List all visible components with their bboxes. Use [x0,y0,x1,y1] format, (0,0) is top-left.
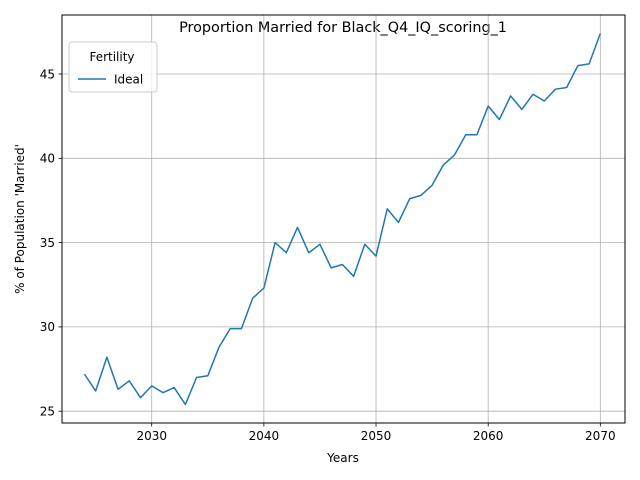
series-group [83,33,602,406]
x-axis-ticks: 2030 2040 2050 2060 2070 [136,423,616,443]
gridlines [62,15,625,423]
x-tick-label: 2040 [249,429,280,443]
y-axis-label: % of Population 'Married' [13,144,27,294]
y-axis-ticks: 25 30 35 40 45 [40,67,62,419]
x-tick-label: 2060 [473,429,504,443]
x-tick-label: 2050 [361,429,392,443]
plot-area-frame [61,14,626,424]
y-tick-label: 35 [40,236,55,250]
y-tick-label: 40 [40,152,55,166]
legend: Fertility Ideal [68,41,158,93]
chart-title: Proportion Married for Black_Q4_IQ_scori… [179,20,507,36]
y-tick-label: 30 [40,320,55,334]
legend-label-ideal: Ideal [114,73,143,87]
y-tick-label: 25 [40,405,55,419]
x-axis-label: Years [326,451,359,465]
x-tick-label: 2070 [585,429,616,443]
x-tick-label: 2030 [136,429,167,443]
y-tick-label: 45 [40,67,55,81]
legend-title: Fertility [89,50,134,64]
